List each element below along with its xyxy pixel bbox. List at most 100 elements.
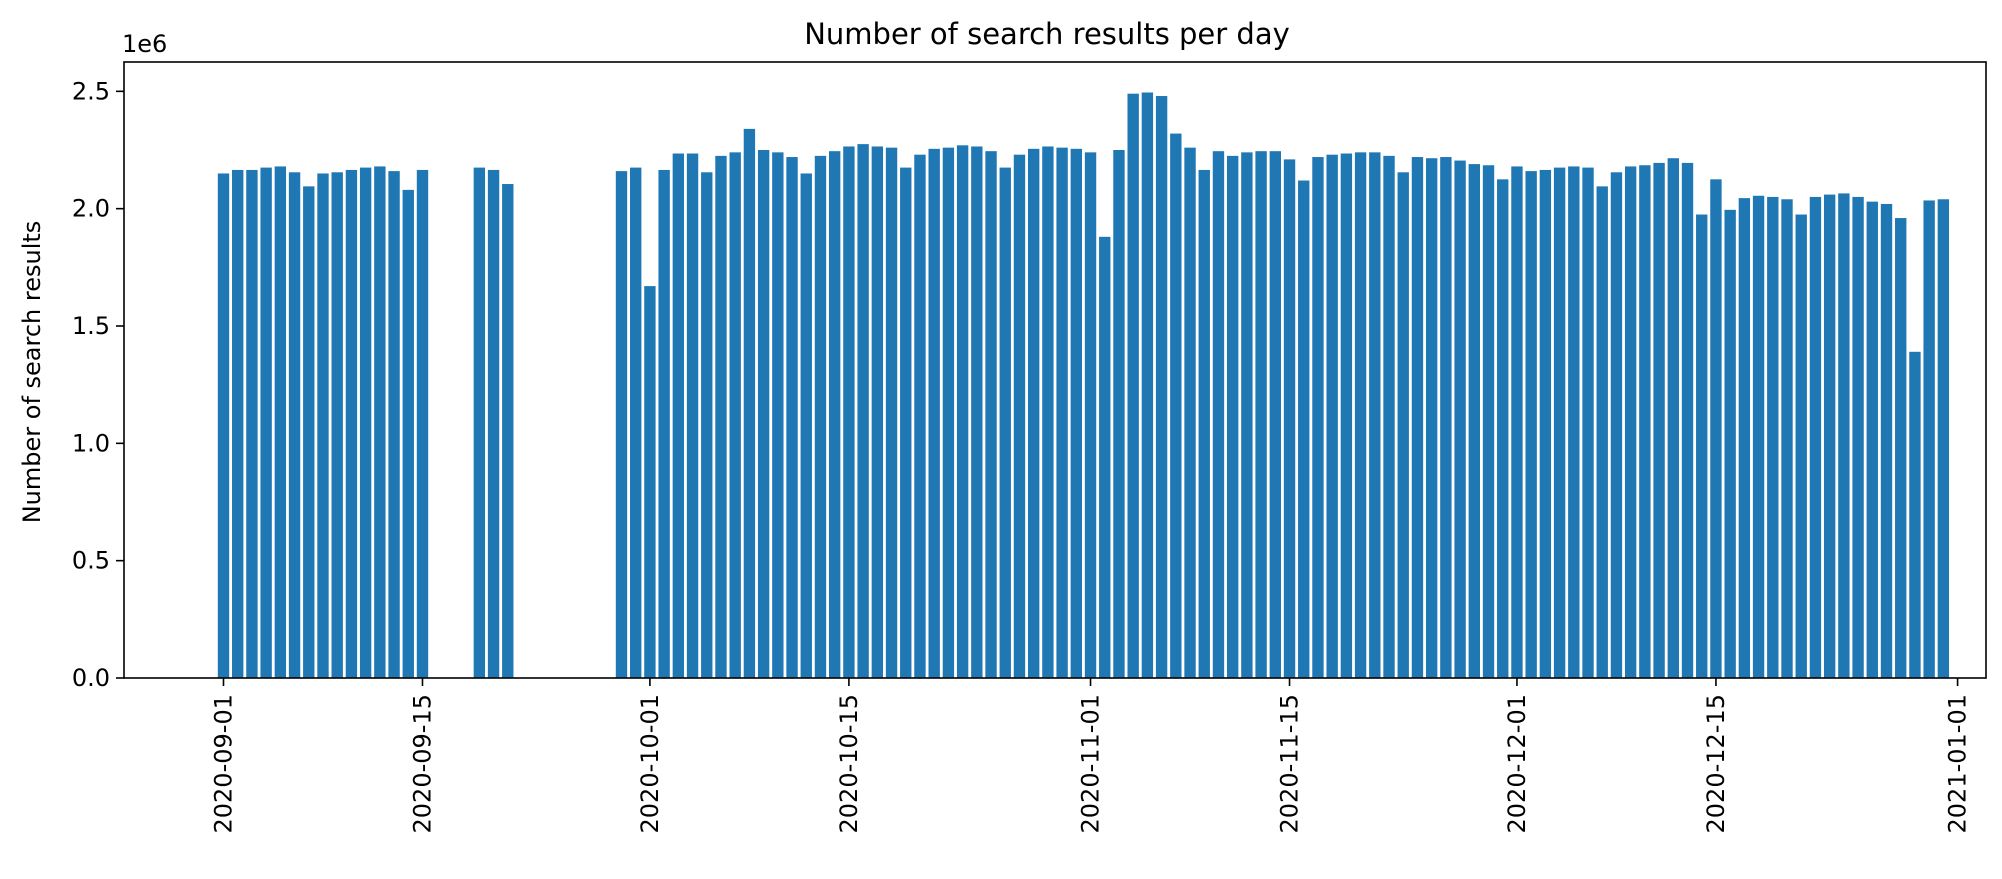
bar-2020-12-09: [1624, 166, 1637, 678]
bar-2020-10-24: [971, 146, 983, 679]
bar-2020-11-01: [1084, 152, 1097, 679]
bar-2020-12-15: [1710, 179, 1722, 678]
bar-2020-12-25: [1852, 196, 1864, 678]
bar-2020-10-26: [999, 167, 1011, 678]
bar-2020-09-08: [317, 173, 329, 678]
bar-2020-11-04: [1127, 93, 1139, 679]
bar-2020-12-16: [1724, 209, 1736, 678]
bar-2020-12-18: [1752, 195, 1765, 678]
y-tick-label: 0.5: [72, 547, 110, 575]
bar-2020-10-16: [857, 144, 869, 678]
bar-2020-12-31: [1937, 199, 1950, 678]
bar-2020-11-10: [1212, 151, 1225, 679]
bar-2020-09-04: [260, 167, 272, 678]
bar-2020-12-12: [1667, 158, 1679, 678]
bar-2020-12-13: [1681, 162, 1694, 678]
bar-2020-09-10: [345, 169, 358, 678]
y-axis-offset-label: 1e6: [122, 30, 167, 58]
bar-2020-11-29: [1482, 165, 1495, 678]
bar-2020-10-17: [871, 146, 884, 679]
bar-2020-10-23: [956, 145, 969, 678]
bar-2020-11-21: [1369, 152, 1381, 679]
bar-2020-10-30: [1056, 147, 1068, 678]
y-axis-label: Number of search results: [18, 221, 46, 524]
bar-2020-12-17: [1738, 198, 1751, 679]
bar-2020-12-20: [1781, 199, 1793, 678]
bar-2020-09-01: [217, 173, 230, 678]
bar-2020-11-15: [1283, 159, 1296, 678]
bar-2020-11-06: [1155, 96, 1168, 678]
bar-2020-10-13: [814, 155, 827, 678]
bar-2020-12-07: [1596, 186, 1608, 678]
bar-2020-11-14: [1269, 151, 1281, 679]
bar-2020-09-11: [359, 167, 372, 678]
bar-2020-12-29: [1909, 351, 1921, 678]
bar-2020-12-23: [1823, 194, 1836, 678]
bar-2020-11-23: [1397, 172, 1409, 679]
bar-2020-11-11: [1226, 155, 1239, 678]
bar-2020-12-24: [1838, 193, 1850, 678]
bar-2020-09-15: [416, 169, 429, 678]
bar-2020-11-25: [1425, 158, 1438, 678]
x-tick-label: 2020-11-15: [1276, 694, 1304, 833]
bar-2020-11-13: [1255, 151, 1267, 679]
bar-2020-09-14: [402, 189, 414, 678]
bar-2020-12-27: [1880, 203, 1893, 678]
bar-2020-09-07: [303, 186, 315, 678]
bar-2020-11-17: [1312, 157, 1324, 679]
bar-2020-12-02: [1525, 171, 1537, 678]
bar-2020-10-01: [644, 286, 656, 678]
bar-2020-10-14: [829, 151, 841, 679]
x-tick-label: 2020-11-01: [1077, 694, 1105, 833]
y-axis: 0.0 0.5 1.0 1.5 2.0 2.5: [72, 77, 124, 692]
bar-2020-10-21: [928, 148, 940, 678]
bar-2020-11-20: [1354, 152, 1367, 679]
bar-2020-11-08: [1184, 147, 1196, 678]
bar-2020-12-22: [1809, 196, 1822, 678]
x-tick-label: 2021-01-01: [1944, 694, 1972, 833]
bar-2020-11-05: [1141, 92, 1154, 678]
chart-title: Number of search results per day: [804, 17, 1290, 51]
bar-2020-12-06: [1582, 167, 1594, 678]
plot-frame: [123, 61, 1987, 679]
bar-2020-11-02: [1099, 236, 1111, 678]
bar-2020-12-28: [1895, 218, 1907, 679]
y-tick-label: 1.5: [72, 312, 110, 340]
bar-2020-10-11: [786, 157, 798, 679]
bar-2020-12-11: [1653, 162, 1665, 678]
bar-2020-09-06: [288, 172, 301, 679]
bar-2020-10-06: [715, 155, 727, 678]
bar-2020-11-28: [1468, 164, 1480, 678]
bar-2020-09-19: [473, 167, 486, 678]
bar-2020-12-05: [1568, 166, 1580, 678]
bar-2020-12-21: [1795, 214, 1807, 678]
bar-2020-10-12: [800, 173, 812, 678]
y-tick-label: 0.0: [72, 664, 110, 692]
bar-2020-11-18: [1326, 154, 1338, 678]
bar-2020-10-20: [914, 154, 926, 678]
x-tick-label: 2020-09-01: [209, 694, 237, 833]
y-tick-label: 2.0: [72, 195, 110, 223]
bar-2020-09-09: [331, 172, 343, 679]
bar-2020-10-27: [1013, 154, 1026, 678]
bar-2020-11-09: [1198, 169, 1210, 678]
bar-2020-10-25: [985, 151, 997, 679]
bar-2020-11-24: [1411, 157, 1424, 679]
bar-2020-10-22: [942, 147, 955, 678]
bar-2020-11-19: [1340, 153, 1353, 678]
y-tick-label: 1.0: [72, 429, 110, 457]
bar-2020-10-02: [658, 169, 670, 678]
bar-2020-09-02: [232, 169, 244, 678]
bar-2020-12-30: [1923, 200, 1935, 678]
bar-2020-12-14: [1696, 214, 1708, 678]
bar-2020-11-12: [1241, 152, 1253, 679]
bar-2020-10-31: [1070, 148, 1083, 678]
bar-2020-09-20: [487, 169, 500, 678]
bar-2020-09-29: [615, 171, 628, 678]
bar-2020-10-18: [885, 147, 898, 678]
bar-2020-11-26: [1440, 157, 1452, 679]
bar-series: [217, 92, 1950, 679]
bar-2020-12-08: [1610, 172, 1623, 679]
bar-2020-10-07: [729, 152, 741, 679]
